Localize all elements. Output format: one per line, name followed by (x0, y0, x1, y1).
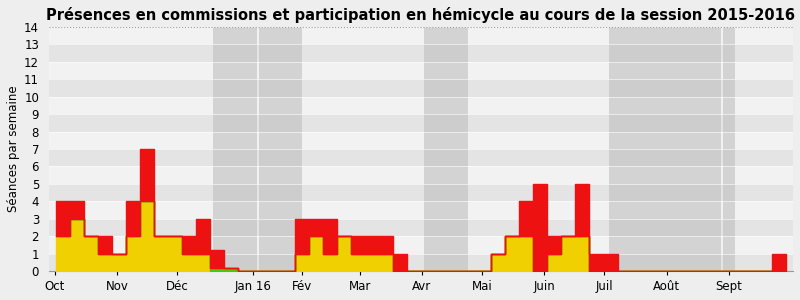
Bar (49, 62, 793, 79)
Bar (49, 131, 793, 149)
Bar (49, 97, 793, 114)
Bar (259, 27, 302, 271)
Bar (49, 79, 793, 97)
Bar (424, 27, 468, 271)
Bar (49, 236, 793, 254)
Bar (49, 44, 793, 62)
Bar (49, 27, 793, 44)
Bar (49, 201, 793, 219)
Y-axis label: Séances par semaine: Séances par semaine (7, 85, 20, 212)
Bar (49, 184, 793, 201)
Bar (49, 149, 793, 166)
Bar (49, 167, 793, 184)
Bar (49, 254, 793, 271)
Bar (214, 27, 258, 271)
Bar (723, 27, 735, 271)
Title: Présences en commissions et participation en hémicycle au cours de la session 20: Présences en commissions et participatio… (46, 7, 795, 23)
Bar (49, 114, 793, 131)
Bar (609, 27, 721, 271)
Bar (49, 219, 793, 236)
